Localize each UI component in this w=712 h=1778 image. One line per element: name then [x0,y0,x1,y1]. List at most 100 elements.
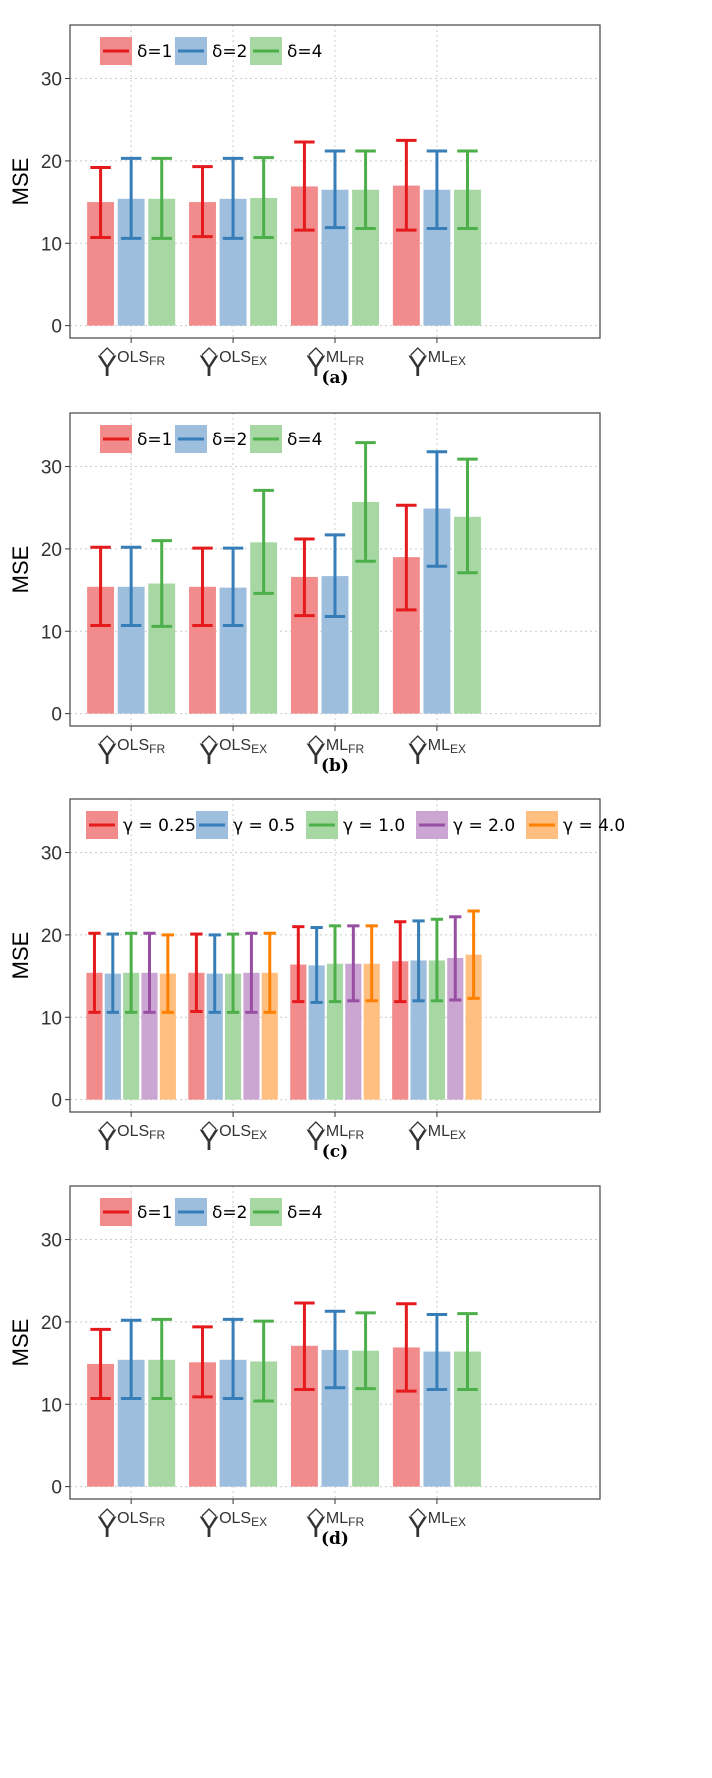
x-tick-label: YOLSEX [199,349,267,383]
category-base: Y [199,350,219,383]
category-base: Y [306,738,326,771]
error-bar [412,919,425,1003]
y-tick-label: 0 [51,1091,62,1112]
legend-label: γ = 0.5 [233,816,295,836]
y-tick-label: 20 [41,152,62,173]
legend-label: δ=2 [212,42,247,62]
error-bar [449,915,462,1002]
x-tick-label: YOLSEX [199,1510,267,1544]
error-bar [90,545,111,628]
category-subscript: EX [450,1128,466,1142]
bar [410,960,427,1100]
legend-label: δ=1 [137,430,172,450]
category-superscript: ML [428,349,450,366]
x-tick-label: YMLFR [306,1510,365,1544]
y-tick-label: 10 [41,1395,62,1416]
bar [326,963,344,1100]
caption: (d) [321,1529,349,1549]
category-base: Y [199,1511,219,1544]
hat-icon [308,1508,324,1517]
category-base: Y [97,1511,117,1544]
error-bar [310,925,323,1004]
error-bar [396,503,417,612]
bar [345,963,362,1100]
error-bar [143,931,156,1014]
error-bar [355,1311,376,1391]
error-bar [192,165,213,239]
category-base: Y [408,350,428,383]
bar [290,964,307,1100]
error-bar [226,932,240,1014]
error-bar [125,931,138,1014]
legend-label: γ = 1.0 [343,816,405,836]
y-axis-label: MSE [8,932,33,980]
error-bar [120,156,142,240]
x-tick-label: YOLSFR [97,349,165,383]
x-tick-label: YMLEX [408,1123,466,1157]
x-tick-label: YOLSEX [199,737,267,771]
category-base: Y [408,1124,428,1157]
bar [308,965,325,1100]
error-bar [426,1312,448,1391]
y-axis-label: MSE [8,1319,33,1367]
error-bar [222,1317,244,1401]
x-tick-label: YOLSEX [199,1123,267,1157]
error-bar [106,932,119,1014]
category-superscript: ML [326,1510,348,1527]
hat-icon [99,347,115,356]
category-subscript: FR [348,742,364,756]
error-bar [324,149,346,230]
bar [363,963,380,1100]
hat-icon [410,347,426,356]
error-bar [457,1312,478,1391]
hat-icon [201,1121,217,1130]
y-tick-label: 30 [41,1231,62,1252]
category-subscript: EX [450,354,466,368]
category-base: Y [97,738,117,771]
error-bar [430,917,444,1003]
category-base: Y [199,738,219,771]
error-bar [151,1317,172,1401]
y-axis-label: MSE [8,546,33,594]
error-bar [457,149,478,230]
y-tick-label: 30 [41,844,62,865]
category-superscript: OLS [219,349,251,366]
legend-label: δ=4 [287,42,322,62]
error-bar [355,149,376,230]
legend-label: δ=2 [212,430,247,450]
category-subscript: EX [251,1128,267,1142]
x-tick-label: YMLFR [306,349,365,383]
y-tick-label: 20 [41,926,62,947]
bar [465,954,482,1100]
category-subscript: FR [348,1515,364,1529]
x-tick-label: YMLFR [306,1123,365,1157]
legend-label: γ = 0.25 [123,816,196,836]
y-tick-label: 10 [41,622,62,643]
category-superscript: ML [428,1123,450,1140]
error-bar [324,533,346,618]
category-superscript: OLS [117,349,149,366]
error-bar [328,924,342,1004]
hat-icon [201,1508,217,1517]
category-subscript: FR [149,1128,165,1142]
legend-label: δ=2 [212,1203,247,1223]
error-bar [222,546,244,628]
y-tick-label: 0 [51,705,62,726]
bar [243,972,260,1100]
figure: 0 10 20 30 YOLSFR YOLSEX YMLFR YMLEX MSE δ=1 δ=2 δ=… [8,24,625,1549]
category-superscript: ML [428,737,450,754]
x-tick-label: YOLSFR [97,737,165,771]
error-bar [253,156,274,240]
y-tick-label: 20 [41,540,62,561]
error-bar [151,156,172,240]
error-bar [426,450,448,568]
caption: (a) [321,368,348,388]
legend-label: γ = 2.0 [453,816,515,836]
legend-label: δ=1 [137,42,172,62]
hat-icon [99,1508,115,1517]
hat-icon [99,735,115,744]
error-bar [88,931,101,1014]
category-superscript: ML [326,349,348,366]
